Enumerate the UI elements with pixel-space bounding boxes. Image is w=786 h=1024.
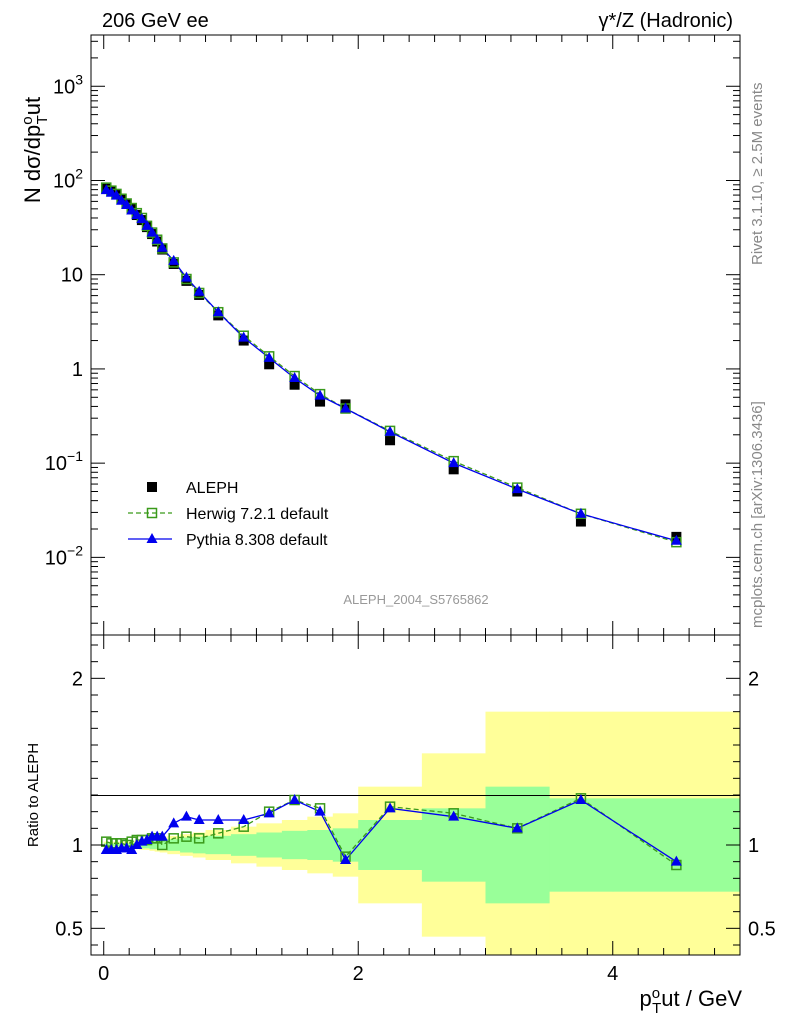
aleph-legend-label: ALEPH [186,480,238,497]
pythia-main-point [116,194,128,205]
aleph-main-point [385,435,396,446]
header-right-label: γ*/Z (Hadronic) [599,10,733,32]
herwig-ratio-line [106,797,677,866]
ratio-inner-band [281,830,308,860]
pythia-ratio-point [180,810,192,821]
pythia-ratio-point [212,814,224,824]
main-y-tick-label: 103 [53,71,83,98]
rivet-version-label: Rivet 3.1.10, ≥ 2.5M events [749,83,766,266]
aleph-main-point [315,396,326,407]
main-y-axis-label: N dσ/dpoTut [19,97,51,203]
ratio-inner-band [358,820,423,870]
ratio-inner-band [167,839,181,851]
pythia-legend-label: Pythia 8.308 default [186,532,328,549]
pythia-ratio-point [289,794,301,804]
main-panel: 10−2 10−1 1 10 102 103 N dσ/dpoTut ALEPH Herwi… [19,34,741,636]
pythia-main-point [146,226,158,237]
pythia-ratio-point [575,794,587,804]
pythia-main-point [263,351,275,362]
pythia-main-point [168,254,180,265]
aleph-main-point [264,359,275,370]
pythia-ratio-point [238,814,250,824]
herwig-ratio-point [181,831,192,842]
legend: ALEPH Herwig 7.2.1 default Pythia 8.308 de… [128,480,329,549]
pythia-ratio-point [156,830,168,841]
pythia-main-point [126,204,138,215]
pythia-ratio-point [131,839,143,849]
ratio-inner-band [307,830,334,860]
pythia-ratio-point [511,822,523,833]
header-left-label: 206 GeV ee [102,10,209,32]
pythia-main-point [212,306,224,317]
pythia-ratio-point [193,814,205,824]
pythia-main-point [575,507,587,518]
x-tick-label: 4 [607,963,618,985]
pythia-main-point [110,189,122,200]
x-tick-label: 0 [98,963,109,985]
pythia-main-point [180,271,192,282]
herwig-ratio-point [193,833,205,844]
ratio-y-tick-label: 2 [72,668,83,690]
ratio-y-tick-label-right: 2 [748,668,759,690]
pythia-main-point [121,198,133,209]
pythia-ratio-point [168,817,180,828]
x-axis-label: po Tut / GeV [640,985,743,1017]
ratio-inner-band [230,834,257,856]
pythia-main-point [340,402,352,413]
pythia-main-point [448,457,460,468]
pythia-main-point [384,425,396,436]
pythia-main-point [131,209,143,220]
aleph-legend-marker [147,482,157,492]
pythia-ratio-point [448,810,460,821]
pythia-ratio-point [384,802,396,813]
pythia-main-point [193,285,205,296]
ratio-inner-band [549,798,614,892]
main-y-tick-label: 10−1 [45,448,83,475]
ratio-y-axis-label: Ratio to ALEPH [25,743,42,847]
main-y-tick-label: 10 [61,265,83,287]
analysis-id-label: ALEPH_2004_S5765862 [343,592,488,607]
ratio-inner-band [149,840,156,850]
ratio-y-tick-label: 1 [72,835,83,857]
ratio-inner-band [205,835,232,855]
main-y-tick-label: 102 [53,165,83,192]
x-tick-label: 2 [353,963,364,985]
pythia-main-point [670,534,682,545]
pythia-main-point [238,331,250,342]
mcplots-label: mcplots.cern.ch [arXiv:1306.3436] [749,401,766,628]
herwig-legend-marker [146,507,158,519]
pythia-main-point [511,483,523,494]
pythia-main-point [314,389,326,400]
ratio-inner-band [192,836,207,854]
main-y-tick-label: 1 [72,359,83,381]
pythia-ratio-point [314,805,326,816]
main-y-tick-label: 10−2 [45,542,83,569]
ratio-y-tick-label-right: 1 [748,835,759,857]
ratio-panel: 0 2 4 0.5 0.5 1 1 2 2 Ratio to ALEPH po Tut / GeV [25,634,776,1017]
ratio-y-tick-label-right: 0.5 [748,918,776,940]
herwig-ratio-point [213,828,224,839]
pythia-main-point [151,233,163,244]
herwig-legend-label: Herwig 7.2.1 default [186,506,329,523]
pythia-ratio-point [141,834,153,844]
pythia-ratio-point [340,854,352,864]
aleph-main-point [575,516,586,527]
ratio-inner-band [612,798,740,892]
pythia-main-point [141,219,153,230]
aleph-main-point [289,379,300,390]
ratio-y-tick-label: 0.5 [55,918,83,940]
pythia-ratio-point [263,807,275,818]
pythia-legend-marker [146,533,158,543]
ratio-inner-band [485,786,550,904]
pythia-main-point [289,372,301,383]
herwig-ratio-point [168,833,179,844]
ratio-inner-band [159,840,168,850]
pythia-main-point [136,213,148,224]
pythia-ratio-point [670,855,682,866]
ratio-inner-band [256,832,283,858]
aleph-main-point [448,464,459,475]
pythia-main-point [156,241,168,252]
